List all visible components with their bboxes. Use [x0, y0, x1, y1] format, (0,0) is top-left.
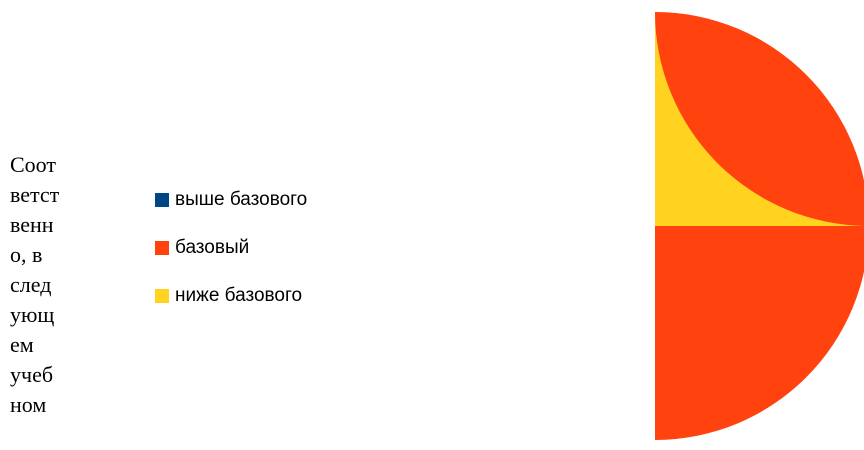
side-text-line: Соот [10, 152, 56, 177]
side-text-line: венн [10, 212, 54, 237]
legend-item: выше базового [155, 186, 307, 214]
legend-item: базовый [155, 234, 307, 262]
legend-label: выше базового [175, 189, 308, 210]
pie-slice [655, 12, 864, 226]
side-text: Соот ветст венн о, в след ующ ем учеб но… [10, 150, 80, 420]
pie-slices [655, 12, 864, 440]
side-text-line: учеб [10, 362, 54, 387]
chart-legend: выше базового базовый ниже базового [155, 186, 307, 330]
legend-swatch [155, 193, 169, 207]
side-text-line: ном [10, 392, 47, 417]
legend-label: базовый [175, 237, 250, 258]
legend-label: ниже базового [175, 285, 303, 306]
side-text-line: след [10, 272, 52, 297]
side-text-line: ем [10, 332, 34, 357]
side-text-line: ветст [10, 182, 60, 207]
legend-swatch [155, 289, 169, 303]
legend-swatch [155, 241, 169, 255]
side-text-line: о, в [10, 242, 43, 267]
side-text-line: ующ [10, 302, 55, 327]
legend-item: ниже базового [155, 282, 307, 310]
